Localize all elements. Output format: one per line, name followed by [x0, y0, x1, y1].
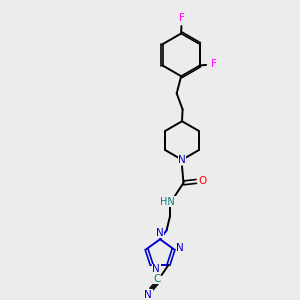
Text: HN: HN — [160, 197, 175, 207]
Text: C: C — [153, 274, 160, 284]
Text: F: F — [179, 13, 185, 23]
Text: N: N — [144, 290, 152, 300]
Text: N: N — [178, 155, 186, 165]
Text: O: O — [198, 176, 206, 186]
Text: N: N — [152, 264, 160, 274]
Text: F: F — [212, 59, 218, 69]
Text: N: N — [156, 228, 164, 238]
Text: N: N — [176, 243, 184, 253]
